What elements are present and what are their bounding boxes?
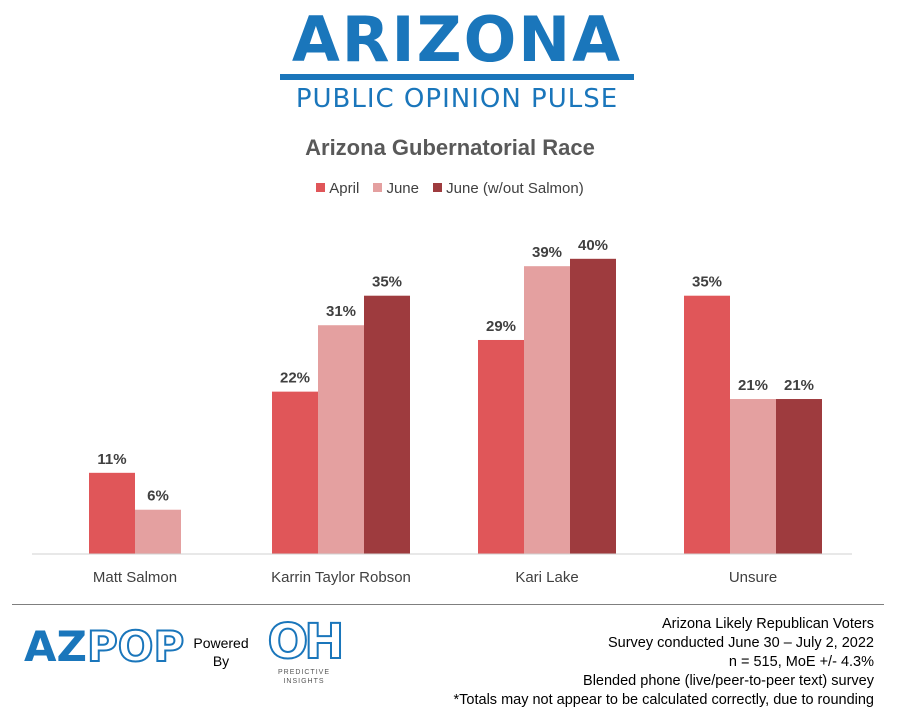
brand-title: ARIZONA xyxy=(291,3,623,76)
legend-item-june-without-salmon: June (w/out Salmon) xyxy=(433,180,584,197)
bars-group: 11% 6% 22% 31% 35% 29% 39% 40% 35% 21% 21% xyxy=(89,237,822,554)
legend-label-june-without-salmon: June (w/out Salmon) xyxy=(446,180,584,197)
legend-item-april: April xyxy=(316,180,359,197)
data-label-karrin-taylor-robson-april: 22% xyxy=(280,370,310,387)
data-label-kari-lake-june: 39% xyxy=(532,244,562,261)
bar-karrin-taylor-robson-june xyxy=(318,325,364,554)
bar-matt-salmon-june xyxy=(135,509,181,554)
data-label-karrin-taylor-robson-june: 31% xyxy=(326,303,356,320)
bar-karrin-taylor-robson-april xyxy=(272,391,318,554)
data-label-kari-lake-june-w-out-salmon: 40% xyxy=(578,237,608,254)
data-label-unsure-april: 35% xyxy=(692,274,722,291)
category-label-kari-lake: Kari Lake xyxy=(515,569,578,586)
data-label-kari-lake-april: 29% xyxy=(486,318,516,335)
legend-swatch-june xyxy=(373,183,383,192)
oh-predictive-insights-logo: OH PREDICTIVE INSIGHTS xyxy=(262,614,346,686)
oh-logo-subtitle: PREDICTIVE INSIGHTS xyxy=(277,669,330,685)
data-label-unsure-june-w-out-salmon: 21% xyxy=(784,377,814,394)
brand-rule xyxy=(280,74,634,80)
bar-unsure-april xyxy=(684,295,730,554)
category-labels: Matt Salmon Karrin Taylor Robson Kari Lake… xyxy=(93,569,777,586)
survey-note-method: Blended phone (live/peer-to-peer text) s… xyxy=(583,673,874,689)
bar-chart: 11% 6% 22% 31% 35% 29% 39% 40% 35% 21% 21% Matt Sa… xyxy=(32,237,852,586)
bar-karrin-taylor-robson-june-w-out-salmon xyxy=(364,295,410,554)
azpop-logo: AZPOP xyxy=(24,625,185,669)
powered-by-text: Powered By xyxy=(190,634,252,670)
powered-by-line-1: Powered xyxy=(193,635,249,651)
category-label-unsure: Unsure xyxy=(729,569,777,586)
bar-unsure-june xyxy=(730,399,776,554)
data-label-matt-salmon-june: 6% xyxy=(147,488,169,505)
legend-label-june: June xyxy=(386,180,419,197)
legend-swatch-april xyxy=(316,183,326,192)
legend-item-june: June xyxy=(373,180,419,197)
chart-legend: April June June (w/out Salmon) xyxy=(0,180,900,197)
legend-label-april: April xyxy=(329,180,360,197)
category-label-karrin-taylor-robson: Karrin Taylor Robson xyxy=(271,569,411,586)
bar-kari-lake-april xyxy=(478,339,524,554)
brand-subtitle: PUBLIC OPINION PULSE xyxy=(295,84,619,114)
category-label-matt-salmon: Matt Salmon xyxy=(93,569,177,586)
azpop-logo-outline-text: POP xyxy=(86,622,185,671)
footer-divider xyxy=(12,604,884,605)
survey-note-sample: n = 515, MoE +/- 4.3% xyxy=(728,654,874,670)
survey-notes: Arizona Likely Republican Voters Survey … xyxy=(454,615,874,710)
bar-unsure-june-w-out-salmon xyxy=(776,399,822,554)
survey-note-rounding: *Totals may not appear to be calculated … xyxy=(453,692,874,708)
legend-swatch-june-without-salmon xyxy=(433,183,443,192)
azpop-logo-solid-text: AZ xyxy=(24,622,87,671)
bar-kari-lake-june xyxy=(524,266,570,554)
chart-title: Arizona Gubernatorial Race xyxy=(305,135,595,160)
bar-kari-lake-june-w-out-salmon xyxy=(570,258,616,554)
brand-header: ARIZONA PUBLIC OPINION PULSE xyxy=(278,8,636,114)
powered-by-line-2: By xyxy=(212,653,230,669)
data-label-karrin-taylor-robson-june-w-out-salmon: 35% xyxy=(372,274,402,291)
oh-logo-mark: OH xyxy=(267,614,346,670)
survey-note-population: Arizona Likely Republican Voters xyxy=(662,616,874,632)
bar-matt-salmon-april xyxy=(89,472,135,554)
data-label-unsure-june: 21% xyxy=(738,377,768,394)
survey-note-dates: Survey conducted June 30 – July 2, 2022 xyxy=(607,635,874,651)
data-label-matt-salmon-april: 11% xyxy=(97,451,126,468)
